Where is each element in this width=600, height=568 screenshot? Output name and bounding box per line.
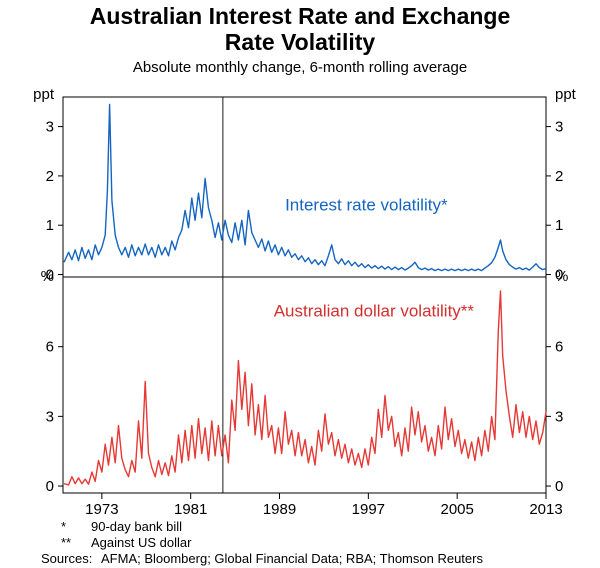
x-tick-label: 1989 xyxy=(263,501,296,518)
sources-text: AFMA; Bloomberg; Global Financial Data; … xyxy=(101,551,483,566)
y-tick-left: 2 xyxy=(46,168,54,185)
y-tick-left: 6 xyxy=(46,339,54,356)
chart-title-2: Rate Volatility xyxy=(225,29,376,55)
y-tick-left: 3 xyxy=(46,408,54,425)
series-label-interest: Interest rate volatility* xyxy=(285,195,448,214)
volatility-chart: Australian Interest Rate and ExchangeRat… xyxy=(0,0,600,568)
unit-bottom-left: % xyxy=(41,268,54,285)
footnote-star: * xyxy=(61,519,66,534)
sources-label: Sources: xyxy=(41,551,92,566)
chart-title-1: Australian Interest Rate and Exchange xyxy=(90,3,511,29)
unit-top-right: ppt xyxy=(555,86,577,103)
y-tick-right: 3 xyxy=(555,119,563,136)
y-tick-right: 3 xyxy=(555,408,563,425)
y-tick-right: 0 xyxy=(555,478,563,495)
x-tick-label: 1981 xyxy=(174,501,207,518)
y-tick-left: 3 xyxy=(46,119,54,136)
series-label-aud: Australian dollar volatility** xyxy=(274,301,475,320)
unit-top-left: ppt xyxy=(33,86,55,103)
x-tick-label: 2013 xyxy=(529,501,562,518)
footnote-dstar-text: Against US dollar xyxy=(91,535,192,550)
y-tick-right: 2 xyxy=(555,168,563,185)
y-tick-left: 0 xyxy=(46,478,54,495)
footnote-star-text: 90-day bank bill xyxy=(91,519,182,534)
y-tick-right: 6 xyxy=(555,339,563,356)
x-tick-label: 2005 xyxy=(440,501,473,518)
footnote-dstar: ** xyxy=(61,535,71,550)
chart-subtitle: Absolute monthly change, 6-month rolling… xyxy=(133,59,467,76)
x-tick-label: 1973 xyxy=(85,501,118,518)
y-tick-left: 1 xyxy=(46,217,54,234)
unit-bottom-right: % xyxy=(555,268,568,285)
x-tick-label: 1997 xyxy=(352,501,385,518)
y-tick-right: 1 xyxy=(555,217,563,234)
